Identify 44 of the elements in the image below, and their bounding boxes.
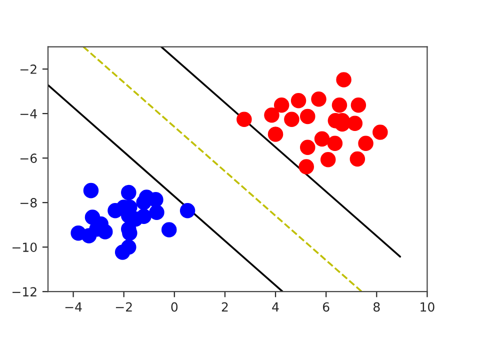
x-tick-label: 10 <box>420 302 434 312</box>
point <box>320 152 336 168</box>
y-tick-label: −12 <box>12 287 36 296</box>
point <box>114 244 130 260</box>
point <box>161 222 177 238</box>
point <box>290 93 306 108</box>
point <box>358 136 374 152</box>
point <box>149 204 164 220</box>
point <box>300 140 316 156</box>
point <box>121 184 136 200</box>
y-tick-label: −4 <box>20 109 37 118</box>
x-tick-label: 4 <box>272 302 279 312</box>
y-tick-label: −8 <box>20 198 37 208</box>
point <box>136 194 152 210</box>
x-tick-label: −4 <box>65 302 82 312</box>
x-tick-label: −2 <box>116 302 132 312</box>
point <box>298 159 314 174</box>
point <box>300 108 316 124</box>
point <box>327 136 343 152</box>
point <box>332 97 348 113</box>
point <box>350 151 366 167</box>
y-tick-label: −2 <box>20 64 36 74</box>
x-tick-label: 2 <box>222 302 228 312</box>
point <box>180 202 196 218</box>
point <box>274 97 290 113</box>
y-tick-label: −10 <box>12 242 37 252</box>
point <box>372 124 388 140</box>
x-tick-label: 8 <box>374 302 380 312</box>
point <box>311 91 326 107</box>
point <box>350 97 366 113</box>
point <box>347 116 363 131</box>
x-tick-label: 0 <box>171 302 178 312</box>
point <box>81 228 97 244</box>
point <box>314 131 330 147</box>
point <box>336 72 352 88</box>
point <box>236 112 252 127</box>
point <box>98 224 113 240</box>
x-tick-label: 6 <box>322 302 330 312</box>
point <box>264 107 280 123</box>
point <box>284 112 300 127</box>
point <box>136 208 152 224</box>
y-tick-label: −6 <box>20 154 37 163</box>
point <box>268 126 284 142</box>
point <box>83 182 99 198</box>
